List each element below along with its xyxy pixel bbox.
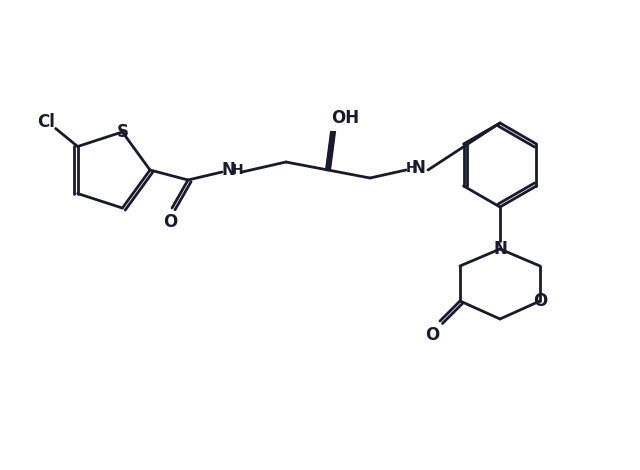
Text: Cl: Cl bbox=[36, 113, 54, 132]
Text: N: N bbox=[411, 159, 425, 177]
Text: H: H bbox=[406, 161, 418, 175]
Text: N: N bbox=[221, 161, 235, 179]
Text: N: N bbox=[493, 240, 507, 258]
Text: O: O bbox=[533, 292, 547, 310]
Text: O: O bbox=[425, 326, 439, 344]
Text: O: O bbox=[163, 213, 177, 231]
Text: H: H bbox=[232, 163, 244, 177]
Text: OH: OH bbox=[331, 109, 359, 127]
Text: S: S bbox=[116, 123, 129, 141]
